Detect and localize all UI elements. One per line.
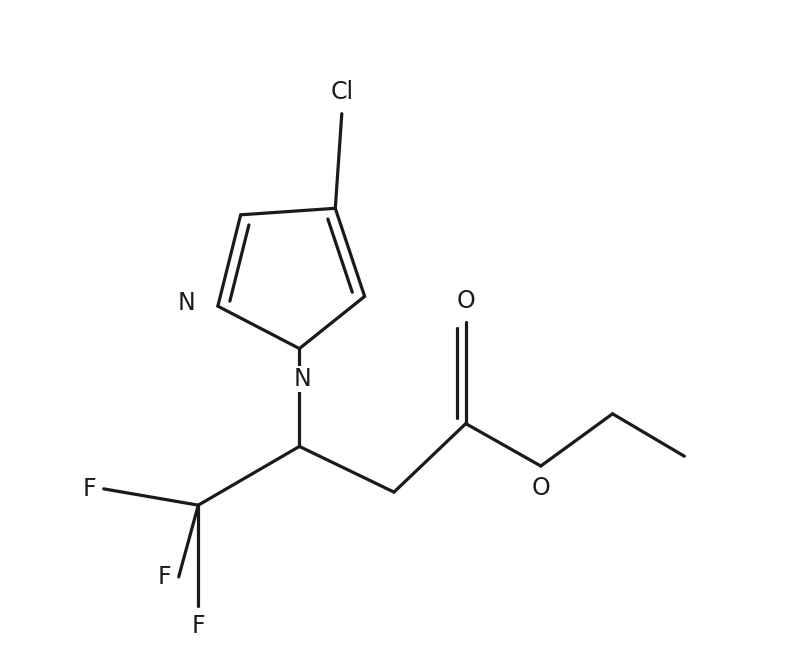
Text: Cl: Cl — [330, 80, 353, 104]
Text: N: N — [294, 367, 311, 391]
Text: O: O — [456, 289, 475, 313]
Text: F: F — [82, 477, 96, 501]
Text: O: O — [531, 476, 550, 500]
Text: F: F — [158, 565, 171, 589]
Text: N: N — [177, 291, 195, 315]
Text: F: F — [191, 614, 205, 638]
